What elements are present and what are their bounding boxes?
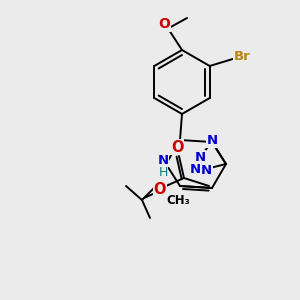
Text: O: O bbox=[171, 140, 183, 154]
Text: H: H bbox=[158, 166, 168, 178]
Text: O: O bbox=[158, 17, 170, 31]
Text: O: O bbox=[154, 182, 166, 197]
Text: N: N bbox=[201, 164, 212, 177]
Text: CH₃: CH₃ bbox=[166, 194, 190, 206]
Text: N: N bbox=[190, 163, 201, 176]
Text: N: N bbox=[206, 134, 218, 148]
Text: N: N bbox=[158, 154, 169, 166]
Text: N: N bbox=[194, 151, 206, 164]
Text: Br: Br bbox=[233, 50, 250, 62]
